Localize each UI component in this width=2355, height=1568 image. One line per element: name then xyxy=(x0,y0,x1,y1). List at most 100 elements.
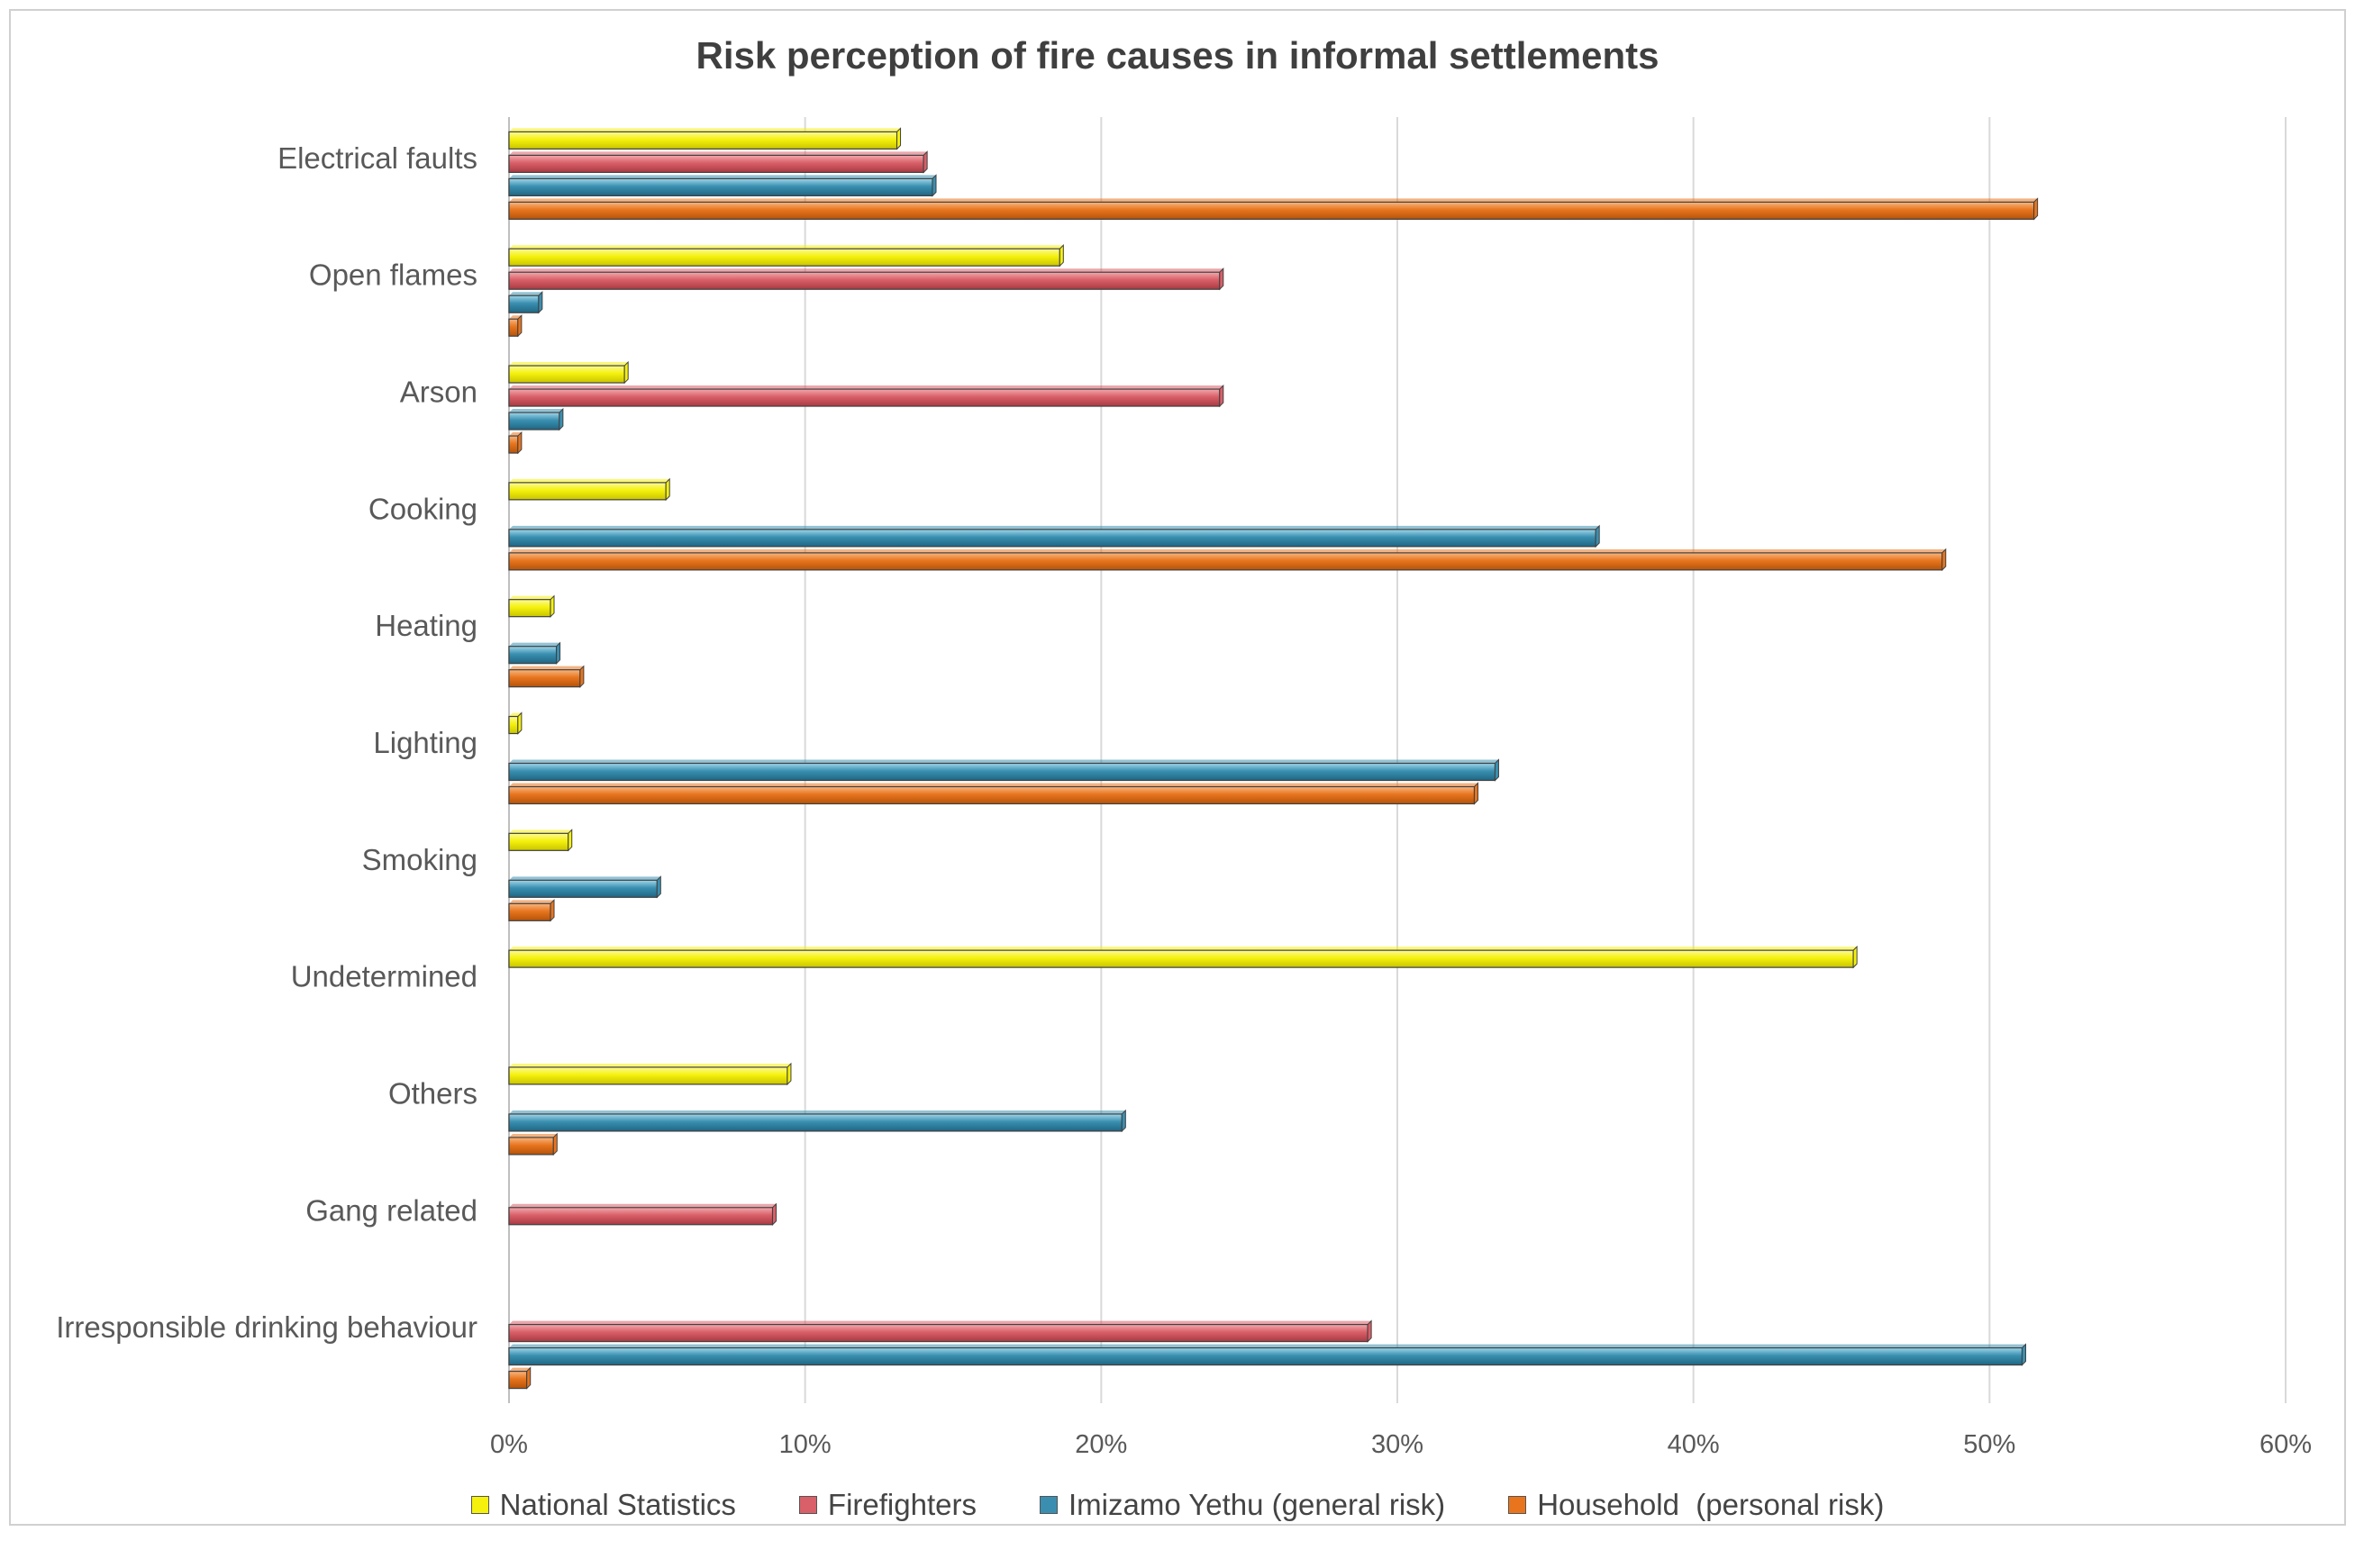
bar xyxy=(508,758,1499,782)
bar-top-face xyxy=(509,947,1858,951)
category-label: Irresponsible drinking behaviour xyxy=(56,1310,477,1344)
bar-end-face xyxy=(1941,548,1947,572)
legend-label: Household (personal risk) xyxy=(1537,1488,1885,1521)
bar-end-face xyxy=(1121,1109,1126,1133)
bar-top-face xyxy=(509,1320,1372,1325)
bar-top-face xyxy=(509,198,2038,203)
category-label: Arson xyxy=(400,376,477,409)
bar xyxy=(508,150,928,174)
bar-top-face xyxy=(509,1203,777,1208)
category-label: Cooking xyxy=(368,492,477,525)
bar-end-face xyxy=(550,899,555,922)
legend-label: Imizamo Yethu (general risk) xyxy=(1068,1488,1446,1521)
bar-face xyxy=(508,762,1496,782)
bar-top-face xyxy=(509,1344,2026,1348)
bar-top-face xyxy=(509,876,661,881)
legend-label: Firefighters xyxy=(827,1488,977,1521)
x-tick-label: 10% xyxy=(779,1430,832,1459)
bar-face xyxy=(508,295,540,313)
bar-end-face xyxy=(1059,244,1064,267)
bar xyxy=(508,665,585,688)
legend-swatch xyxy=(1039,1496,1058,1514)
legend-label: National Statistics xyxy=(499,1488,736,1521)
bar-end-face xyxy=(656,875,661,899)
bar xyxy=(508,384,1224,408)
bar-face xyxy=(508,177,933,197)
bar-end-face xyxy=(1367,1319,1372,1343)
bar-end-face xyxy=(1595,524,1600,548)
bar-end-face xyxy=(923,150,928,174)
legend-item: Household (personal risk) xyxy=(1508,1488,1884,1522)
bar-top-face xyxy=(509,642,560,647)
bar xyxy=(508,1132,558,1156)
bar-end-face xyxy=(517,314,523,338)
bar-face xyxy=(508,388,1221,407)
bar-top-face xyxy=(509,268,1223,273)
bar-face xyxy=(508,902,551,921)
bar-face xyxy=(508,248,1060,267)
bar xyxy=(508,244,1064,267)
bar-end-face xyxy=(2033,197,2039,221)
bar xyxy=(508,594,555,618)
bar xyxy=(508,127,902,150)
x-tick-label: 30% xyxy=(1371,1430,1423,1459)
bar-top-face xyxy=(509,666,584,670)
bar-end-face xyxy=(517,711,523,735)
bar-face xyxy=(508,785,1476,805)
bar xyxy=(508,945,1858,969)
bar-end-face xyxy=(517,431,523,455)
bar-top-face xyxy=(509,151,928,156)
bar-face xyxy=(508,1207,774,1226)
bar xyxy=(508,829,573,852)
bar xyxy=(508,291,543,314)
bar-face xyxy=(508,599,551,618)
bar-top-face xyxy=(509,1133,558,1137)
bar-face xyxy=(508,669,581,688)
bar-top-face xyxy=(509,175,936,179)
bar-top-face xyxy=(509,478,670,483)
bar xyxy=(508,267,1224,291)
bar-end-face xyxy=(552,1132,558,1156)
bar-face xyxy=(508,646,558,665)
bar-face xyxy=(508,1137,554,1156)
bar-top-face xyxy=(509,829,572,834)
x-tick-label: 0% xyxy=(490,1430,528,1459)
bar-top-face xyxy=(509,362,629,367)
bar-end-face xyxy=(896,127,902,150)
chart-title: Risk perception of fire causes in inform… xyxy=(696,34,1659,77)
category-label: Others xyxy=(388,1076,477,1110)
bar xyxy=(508,875,661,899)
bar-top-face xyxy=(509,759,1499,764)
bar xyxy=(508,1343,2026,1366)
bar-end-face xyxy=(665,477,670,502)
bar-top-face xyxy=(509,128,901,132)
bar-top-face xyxy=(509,900,555,904)
bar-face xyxy=(508,154,924,174)
x-tick-label: 60% xyxy=(2260,1430,2312,1459)
category-label: Smoking xyxy=(362,843,477,876)
bar-end-face xyxy=(1473,782,1478,805)
legend-item: Imizamo Yethu (general risk) xyxy=(1039,1488,1446,1522)
legend-swatch xyxy=(470,1496,489,1514)
bar-end-face xyxy=(526,1366,532,1390)
bar-end-face xyxy=(1219,267,1224,291)
x-tick-label: 40% xyxy=(1668,1430,1720,1459)
bar xyxy=(508,431,523,455)
bar xyxy=(508,1202,777,1226)
bar-face xyxy=(508,271,1221,290)
bar-top-face xyxy=(509,409,563,413)
bar xyxy=(508,548,1947,572)
bar xyxy=(508,641,561,665)
x-tick-label: 20% xyxy=(1075,1430,1127,1459)
bar-face xyxy=(508,482,667,501)
bar-top-face xyxy=(509,1063,791,1067)
bar xyxy=(508,899,555,922)
bar-top-face xyxy=(509,525,1600,530)
bar-face xyxy=(508,552,1943,571)
bar-face xyxy=(508,879,658,898)
legend-swatch xyxy=(1508,1496,1527,1514)
bar-end-face xyxy=(1852,945,1858,969)
bar-face xyxy=(508,1323,1368,1343)
bar xyxy=(508,1319,1372,1343)
